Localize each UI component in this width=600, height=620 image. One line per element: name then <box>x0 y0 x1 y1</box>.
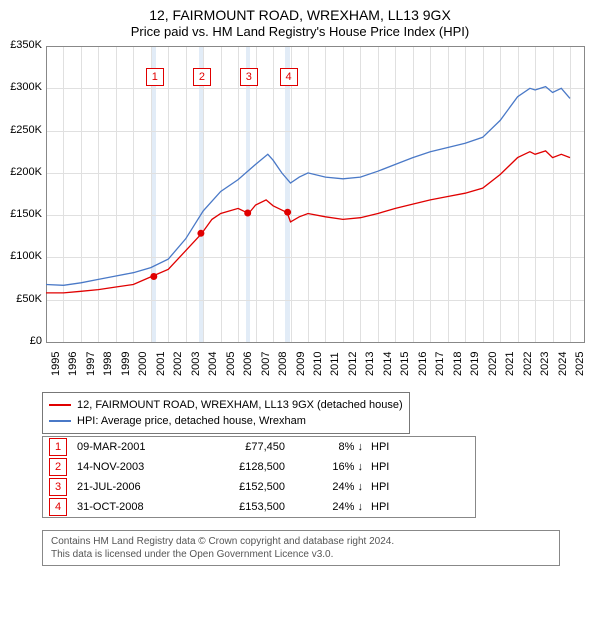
xtick-label: 2008 <box>277 352 289 376</box>
transaction-suffix: HPI <box>367 481 415 493</box>
xtick-label: 2022 <box>522 352 534 376</box>
legend-box: 12, FAIRMOUNT ROAD, WREXHAM, LL13 9GX (d… <box>42 392 410 434</box>
xtick-label: 2005 <box>225 352 237 376</box>
transaction-marker: 1 <box>146 68 164 86</box>
xtick-label: 2011 <box>329 352 341 376</box>
xtick-label: 1997 <box>85 352 97 376</box>
transaction-pct: 24% ↓ <box>289 481 367 493</box>
xtick-label: 2019 <box>469 352 481 376</box>
footer-line-1: Contains HM Land Registry data © Crown c… <box>51 535 551 548</box>
transaction-pct: 8% ↓ <box>289 441 367 453</box>
table-row: 1 09-MAR-2001£77,4508% ↓HPI <box>43 437 475 457</box>
transaction-price: £153,500 <box>189 501 289 513</box>
table-row: 4 31-OCT-2008£153,50024% ↓HPI <box>43 497 475 517</box>
transaction-suffix: HPI <box>367 501 415 513</box>
xtick-label: 1999 <box>120 352 132 376</box>
xtick-label: 1995 <box>50 352 62 376</box>
xtick-label: 2017 <box>434 352 446 376</box>
transaction-marker: 3 <box>240 68 258 86</box>
xtick-label: 2010 <box>312 352 324 376</box>
xtick-label: 2000 <box>137 352 149 376</box>
xtick-label: 2012 <box>347 352 359 376</box>
legend-item: 12, FAIRMOUNT ROAD, WREXHAM, LL13 9GX (d… <box>49 397 403 413</box>
table-row: 3 21-JUL-2006£152,50024% ↓HPI <box>43 477 475 497</box>
transaction-suffix: HPI <box>367 461 415 473</box>
series-svg <box>0 0 600 344</box>
footer-line-2: This data is licensed under the Open Gov… <box>51 548 551 561</box>
transaction-marker: 2 <box>193 68 211 86</box>
legend-label: HPI: Average price, detached house, Wrex… <box>77 415 306 427</box>
xtick-label: 2014 <box>382 352 394 376</box>
xtick-label: 1998 <box>102 352 114 376</box>
transaction-dot <box>197 230 204 237</box>
chart-plot-area: £0£50K£100K£150K£200K£250K£300K£350K1995… <box>0 0 600 392</box>
legend-label: 12, FAIRMOUNT ROAD, WREXHAM, LL13 9GX (d… <box>77 399 403 411</box>
transaction-table: 109-MAR-2001£77,4508% ↓HPI214-NOV-2003£1… <box>42 436 476 518</box>
transaction-marker: 3 <box>49 478 67 496</box>
xtick-label: 1996 <box>67 352 79 376</box>
xtick-label: 2001 <box>155 352 167 376</box>
xtick-label: 2021 <box>504 352 516 376</box>
xtick-label: 2024 <box>557 352 569 376</box>
legend-swatch <box>49 420 71 422</box>
legend-swatch <box>49 404 71 406</box>
chart-container: { "title": "12, FAIRMOUNT ROAD, WREXHAM,… <box>0 0 600 620</box>
xtick-label: 2016 <box>417 352 429 376</box>
transaction-pct: 16% ↓ <box>289 461 367 473</box>
xtick-label: 2023 <box>539 352 551 376</box>
xtick-label: 2013 <box>364 352 376 376</box>
series-line-property <box>46 151 570 293</box>
transaction-marker: 1 <box>49 438 67 456</box>
transaction-marker: 2 <box>49 458 67 476</box>
xtick-label: 2025 <box>574 352 586 376</box>
transaction-date: 21-JUL-2006 <box>73 481 189 493</box>
xtick-label: 2006 <box>242 352 254 376</box>
transaction-marker: 4 <box>280 68 298 86</box>
xtick-label: 2007 <box>260 352 272 376</box>
xtick-label: 2015 <box>399 352 411 376</box>
table-row: 2 14-NOV-2003£128,50016% ↓HPI <box>43 457 475 477</box>
transaction-price: £152,500 <box>189 481 289 493</box>
transaction-date: 31-OCT-2008 <box>73 501 189 513</box>
xtick-label: 2009 <box>295 352 307 376</box>
transaction-price: £77,450 <box>189 441 289 453</box>
transaction-dot <box>150 273 157 280</box>
transaction-date: 14-NOV-2003 <box>73 461 189 473</box>
legend-item: HPI: Average price, detached house, Wrex… <box>49 413 403 429</box>
transaction-pct: 24% ↓ <box>289 501 367 513</box>
xtick-label: 2020 <box>487 352 499 376</box>
xtick-label: 2002 <box>172 352 184 376</box>
transaction-dot <box>244 210 251 217</box>
footer-box: Contains HM Land Registry data © Crown c… <box>42 530 560 566</box>
series-line-hpi <box>46 87 570 286</box>
transaction-price: £128,500 <box>189 461 289 473</box>
transaction-suffix: HPI <box>367 441 415 453</box>
transaction-marker: 4 <box>49 498 67 516</box>
xtick-label: 2018 <box>452 352 464 376</box>
xtick-label: 2003 <box>190 352 202 376</box>
transaction-dot <box>284 209 291 216</box>
xtick-label: 2004 <box>207 352 219 376</box>
transaction-date: 09-MAR-2001 <box>73 441 189 453</box>
